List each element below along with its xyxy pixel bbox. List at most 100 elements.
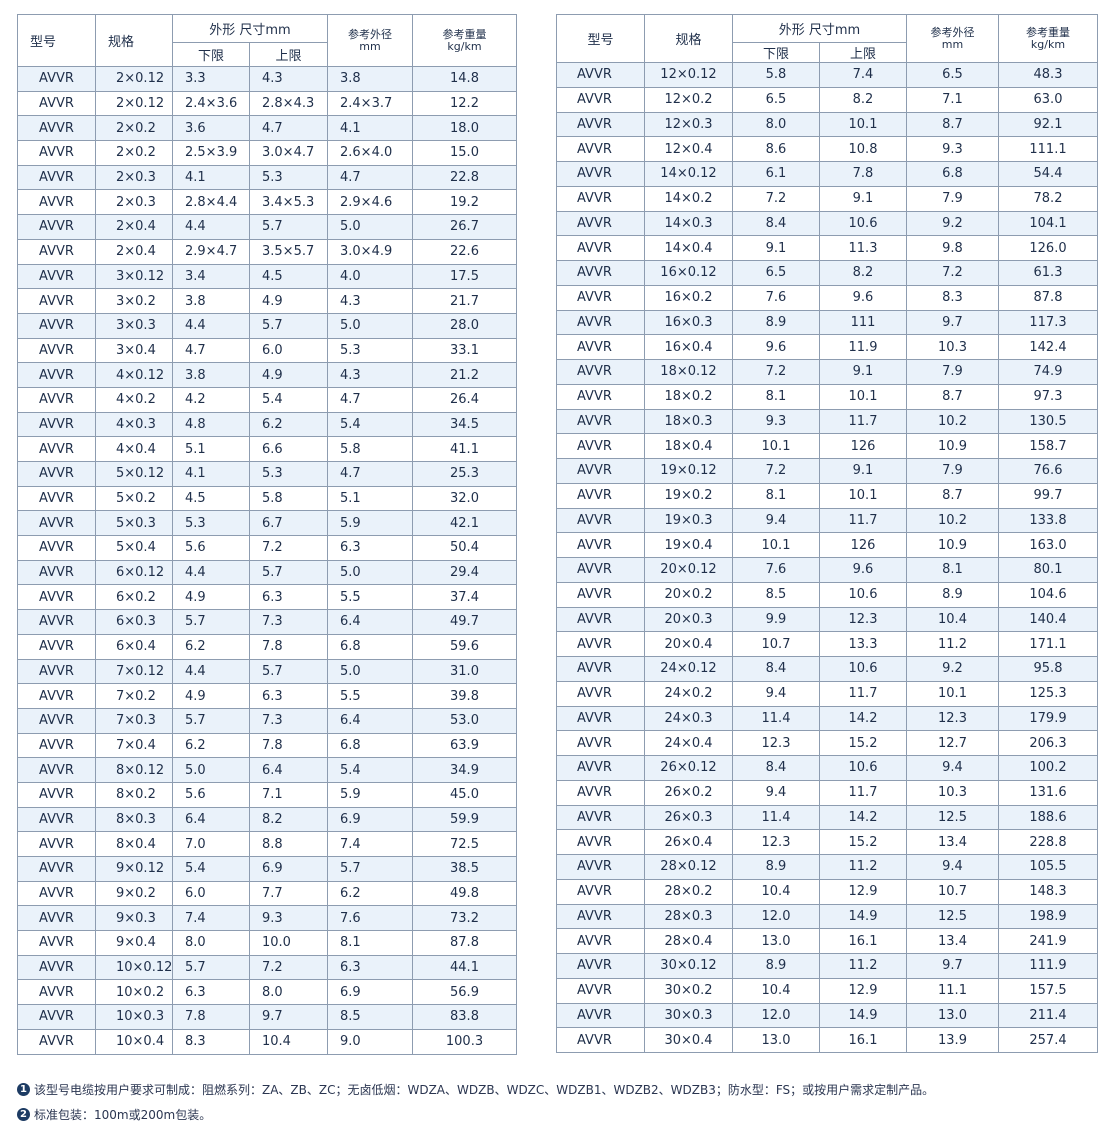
- cell-weight: 59.9: [412, 806, 517, 833]
- cell-lower: 5.6: [172, 535, 250, 561]
- cell-upper: 126: [819, 532, 907, 558]
- cell-spec: 7×0.12: [95, 658, 173, 685]
- table-row: AVVR 7×0.2 4.9 6.3 5.5 39.8: [17, 683, 517, 709]
- cell-upper: 5.7: [249, 214, 328, 240]
- cell-upper: 8.8: [249, 831, 328, 857]
- cell-outer-diameter: 7.2: [906, 260, 999, 286]
- cell-outer-diameter: 7.9: [906, 359, 999, 385]
- table-row: AVVR 26×0.3 11.4 14.2 12.5 188.6: [556, 804, 1098, 831]
- cell-lower: 5.8: [732, 62, 820, 88]
- cell-spec: 3×0.2: [95, 288, 173, 314]
- table-row: AVVR 16×0.3 8.9 111 9.7 117.3: [556, 309, 1098, 336]
- cell-outer-diameter: 6.8: [327, 732, 413, 759]
- cell-weight: 80.1: [998, 557, 1098, 583]
- table-row: AVVR 28×0.4 13.0 16.1 13.4 241.9: [556, 928, 1098, 954]
- cell-spec: 9×0.2: [95, 880, 173, 907]
- cell-spec: 28×0.12: [644, 854, 733, 880]
- table-row: AVVR 2×0.4 4.4 5.7 5.0 26.7: [17, 214, 517, 240]
- cell-upper: 8.2: [819, 260, 907, 286]
- cell-spec: 20×0.2: [644, 581, 733, 608]
- cell-type: AVVR: [17, 288, 96, 314]
- cell-outer-diameter: 6.2: [327, 880, 413, 907]
- cell-type: AVVR: [17, 979, 96, 1006]
- cell-outer-diameter: 2.4×3.7: [327, 90, 413, 117]
- cell-type: AVVR: [556, 829, 645, 855]
- cell-outer-diameter: 8.9: [906, 581, 999, 608]
- cell-outer-diameter: 7.6: [327, 905, 413, 932]
- cell-lower: 13.0: [732, 928, 820, 954]
- cell-lower: 6.5: [732, 260, 820, 286]
- cell-lower: 6.5: [732, 86, 820, 113]
- table-row: AVVR 6×0.4 6.2 7.8 6.8 59.6: [17, 633, 517, 660]
- cell-spec: 5×0.2: [95, 485, 173, 512]
- cell-type: AVVR: [556, 309, 645, 336]
- cell-weight: 42.1: [412, 510, 517, 537]
- cell-outer-diameter: 6.3: [327, 535, 413, 561]
- cell-type: AVVR: [17, 905, 96, 932]
- cell-outer-diameter: 9.7: [906, 309, 999, 336]
- cell-outer-diameter: 11.2: [906, 631, 999, 657]
- cell-weight: 211.4: [998, 1002, 1098, 1029]
- table-row: AVVR 8×0.2 5.6 7.1 5.9 45.0: [17, 781, 517, 808]
- cell-lower: 11.4: [732, 705, 820, 732]
- cell-lower: 5.6: [172, 781, 250, 808]
- cell-spec: 4×0.12: [95, 362, 173, 388]
- cell-weight: 31.0: [412, 658, 517, 685]
- cell-lower: 8.3: [172, 1028, 250, 1055]
- cell-type: AVVR: [556, 433, 645, 459]
- cell-type: AVVR: [17, 337, 96, 364]
- cell-spec: 30×0.4: [644, 1027, 733, 1053]
- cell-weight: 257.4: [998, 1027, 1098, 1053]
- cell-outer-diameter: 10.3: [906, 334, 999, 360]
- cell-outer-diameter: 4.3: [327, 288, 413, 314]
- cell-lower: 4.4: [172, 559, 250, 586]
- cell-upper: 7.4: [819, 62, 907, 88]
- cell-type: AVVR: [556, 334, 645, 360]
- table-row: AVVR 14×0.2 7.2 9.1 7.9 78.2: [556, 185, 1098, 212]
- cell-spec: 2×0.2: [95, 140, 173, 166]
- cell-outer-diameter: 6.4: [327, 707, 413, 734]
- cell-type: AVVR: [17, 1004, 96, 1030]
- cell-type: AVVR: [556, 532, 645, 558]
- cell-upper: 7.8: [249, 732, 328, 759]
- cell-lower: 8.6: [732, 136, 820, 162]
- cell-type: AVVR: [17, 510, 96, 537]
- cell-type: AVVR: [17, 1028, 96, 1055]
- cell-weight: 22.8: [412, 164, 517, 191]
- cell-upper: 9.1: [819, 458, 907, 484]
- cell-outer-diameter: 4.3: [327, 362, 413, 388]
- cell-lower: 10.4: [732, 878, 820, 905]
- cell-lower: 7.2: [732, 458, 820, 484]
- cell-weight: 87.8: [998, 284, 1098, 311]
- cell-spec: 18×0.4: [644, 433, 733, 459]
- cell-lower: 8.5: [732, 581, 820, 608]
- table-row: AVVR 28×0.3 12.0 14.9 12.5 198.9: [556, 903, 1098, 930]
- cell-type: AVVR: [556, 903, 645, 930]
- cell-outer-diameter: 5.4: [327, 411, 413, 438]
- cell-weight: 117.3: [998, 309, 1098, 336]
- header-weight: 参考重量 kg/km: [412, 14, 517, 67]
- cell-type: AVVR: [556, 235, 645, 261]
- cell-weight: 206.3: [998, 730, 1098, 756]
- cell-upper: 6.4: [249, 757, 328, 783]
- table-row: AVVR 20×0.2 8.5 10.6 8.9 104.6: [556, 581, 1098, 608]
- cell-outer-diameter: 3.8: [327, 66, 413, 92]
- cell-weight: 44.1: [412, 954, 517, 981]
- cell-upper: 8.2: [249, 806, 328, 833]
- cell-outer-diameter: 5.5: [327, 683, 413, 709]
- cell-lower: 5.7: [172, 707, 250, 734]
- table-row: AVVR 2×0.2 3.6 4.7 4.1 18.0: [17, 115, 517, 142]
- cell-spec: 20×0.12: [644, 557, 733, 583]
- table-row: AVVR 7×0.4 6.2 7.8 6.8 63.9: [17, 732, 517, 759]
- cell-outer-diameter: 6.8: [327, 633, 413, 660]
- cell-weight: 95.8: [998, 656, 1098, 682]
- cell-spec: 26×0.3: [644, 804, 733, 831]
- cell-upper: 15.2: [819, 730, 907, 756]
- cell-outer-diameter: 10.2: [906, 507, 999, 534]
- cell-type: AVVR: [17, 485, 96, 512]
- cell-outer-diameter: 4.1: [327, 115, 413, 142]
- cell-outer-diameter: 5.8: [327, 436, 413, 462]
- cell-spec: 2×0.2: [95, 115, 173, 142]
- cell-spec: 4×0.4: [95, 436, 173, 462]
- cell-upper: 5.7: [249, 312, 328, 339]
